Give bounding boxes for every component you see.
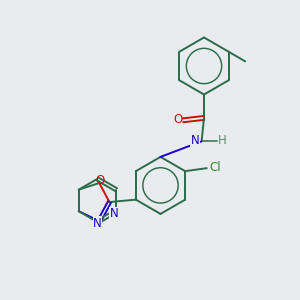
Text: N: N: [93, 217, 102, 230]
Text: N: N: [190, 134, 200, 147]
Text: Cl: Cl: [209, 161, 221, 174]
Text: O: O: [173, 112, 182, 126]
Text: H: H: [218, 134, 226, 147]
Text: O: O: [95, 174, 104, 187]
Text: N: N: [110, 207, 119, 220]
